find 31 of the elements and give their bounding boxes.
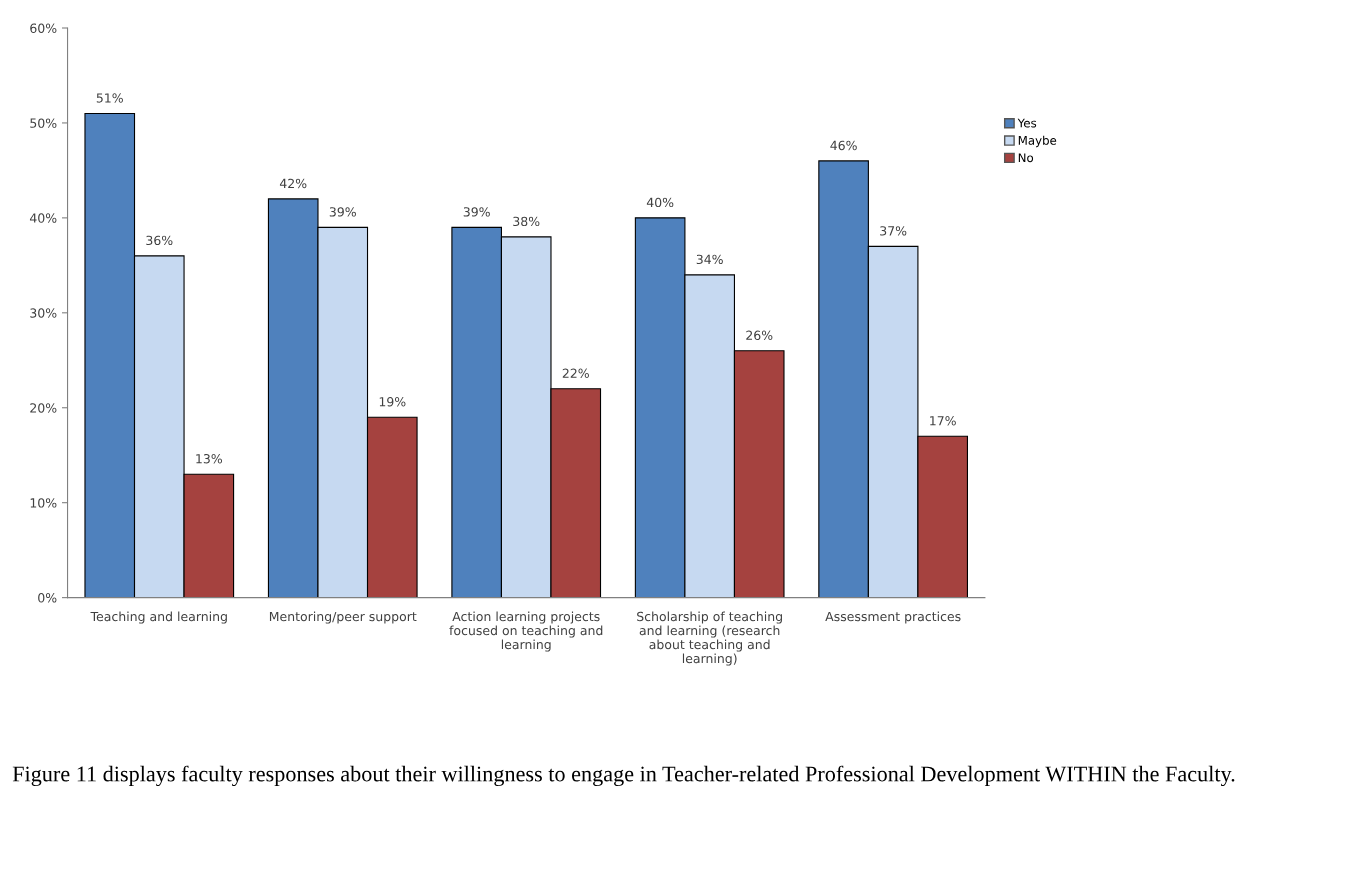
y-tick-label: 10% [30,498,57,508]
y-tick-label: 20% [30,403,57,413]
data-label: 19% [379,397,406,407]
y-tick-label: 30% [30,308,57,318]
data-label: 42% [279,178,307,189]
data-label: 36% [146,235,173,246]
data-label: 37% [880,226,907,236]
data-label: 39% [329,207,356,217]
caption: Figure 11 displays faculty responses about their willingness to engage in Teacher-related Professional Development WITHIN the Faculty. [12,765,1235,787]
data-label: 26% [746,330,773,341]
y-tick-label: 50% [30,118,57,128]
data-label: 46% [830,140,857,151]
x-tick-label: Scholarship of teaching and learning (research about teaching and learning) [637,611,782,666]
data-label: 40% [646,197,674,208]
x-tick-label: Assessment practices [825,611,961,624]
data-label: 13% [196,454,223,464]
x-tick-label: Teaching and learning [90,611,227,624]
data-label: 17% [930,416,956,426]
data-label: 51% [96,93,123,103]
legend-label: Yes [1017,118,1037,128]
x-tick-label: Action learning projects focused on teaching and learning [449,611,603,652]
data-label: 38% [513,216,540,227]
legend-label: Maybe [1018,135,1057,148]
data-label: 22% [562,368,589,379]
x-tick-label: Mentoring/peer support [269,611,417,624]
legend-label: No [1018,153,1034,163]
y-tick-label: 40% [29,213,57,223]
y-tick-label: 0% [38,593,57,603]
y-tick-label: 60% [30,23,57,33]
data-label: 34% [696,254,723,265]
data-label: 39% [463,207,490,217]
